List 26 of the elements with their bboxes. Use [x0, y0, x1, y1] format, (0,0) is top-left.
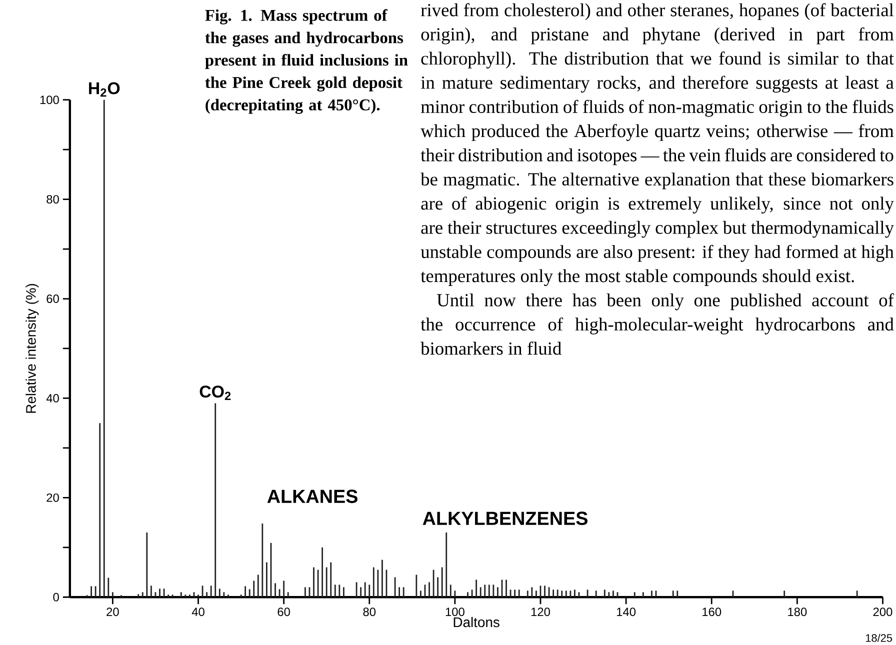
- y-tick-label: 100: [40, 96, 59, 104]
- annotation: CO$_{2}$: [200, 386, 231, 400]
- x-axis-title: Daltons: [454, 616, 500, 628]
- y-tick-label: 60: [46, 294, 59, 303]
- x-tick-label: 80: [363, 608, 376, 616]
- x-tick-label: 120: [531, 608, 550, 616]
- x-tick-label: 60: [278, 608, 290, 616]
- x-tick-label: 180: [788, 608, 807, 616]
- text: rived from cholesterol) and other steranes, hopanes (of bacterial origin), and pristane and phytane (derived in part from chlorophyll). The distribution that we found is similar to that in mature sedimentary rocks, and therefore suggests at least a minor contribution of fluids of non-magmatic origin to the fluids which produced the Aberfoyle quartz veins; otherwise — from their distribution and isotopes — the vein fluids are considered to be magmatic. The alternative explanation that these biomarkers are of abiogenic origin is extremely unlikely, since not only are their structures exceedingly complex but thermodynamically unstable compounds are also present: if they had formed at high temperatures only the most stable compounds should exist.: [420, 3, 894, 286]
- x-tick-label: 100: [446, 608, 464, 616]
- annotation: H$_{2}$O: [89, 82, 120, 97]
- y-tick-label: 0: [53, 592, 59, 602]
- annotation: Until now there has been only one published account of the occurrence of high-molecular-weight hydrocarbons and biomarkers in fluid: [420, 293, 894, 355]
- x-tick-label: 200: [873, 608, 892, 616]
- x-tick-label: 20: [106, 608, 119, 616]
- y-axis-title: Relative intensity (%): [26, 284, 39, 413]
- annotation: ALKYLBENZENES: [422, 512, 588, 526]
- y-tick-label: 20: [46, 493, 59, 502]
- y-tick-label: 80: [46, 195, 59, 204]
- x-tick-label: 40: [192, 608, 204, 616]
- text: 18/25: [866, 634, 892, 642]
- x-tick-label: 160: [702, 608, 722, 616]
- chart-title: Fig. 1. Mass spectrum of the gases and hydrocarbons present in fluid inclusions in the Pine Creek gold deposit (decrepitating at 450°C).: [205, 9, 408, 114]
- annotation: ALKANES: [267, 490, 358, 504]
- y-tick-label: 40: [46, 394, 59, 402]
- x-tick-label: 140: [616, 608, 636, 616]
